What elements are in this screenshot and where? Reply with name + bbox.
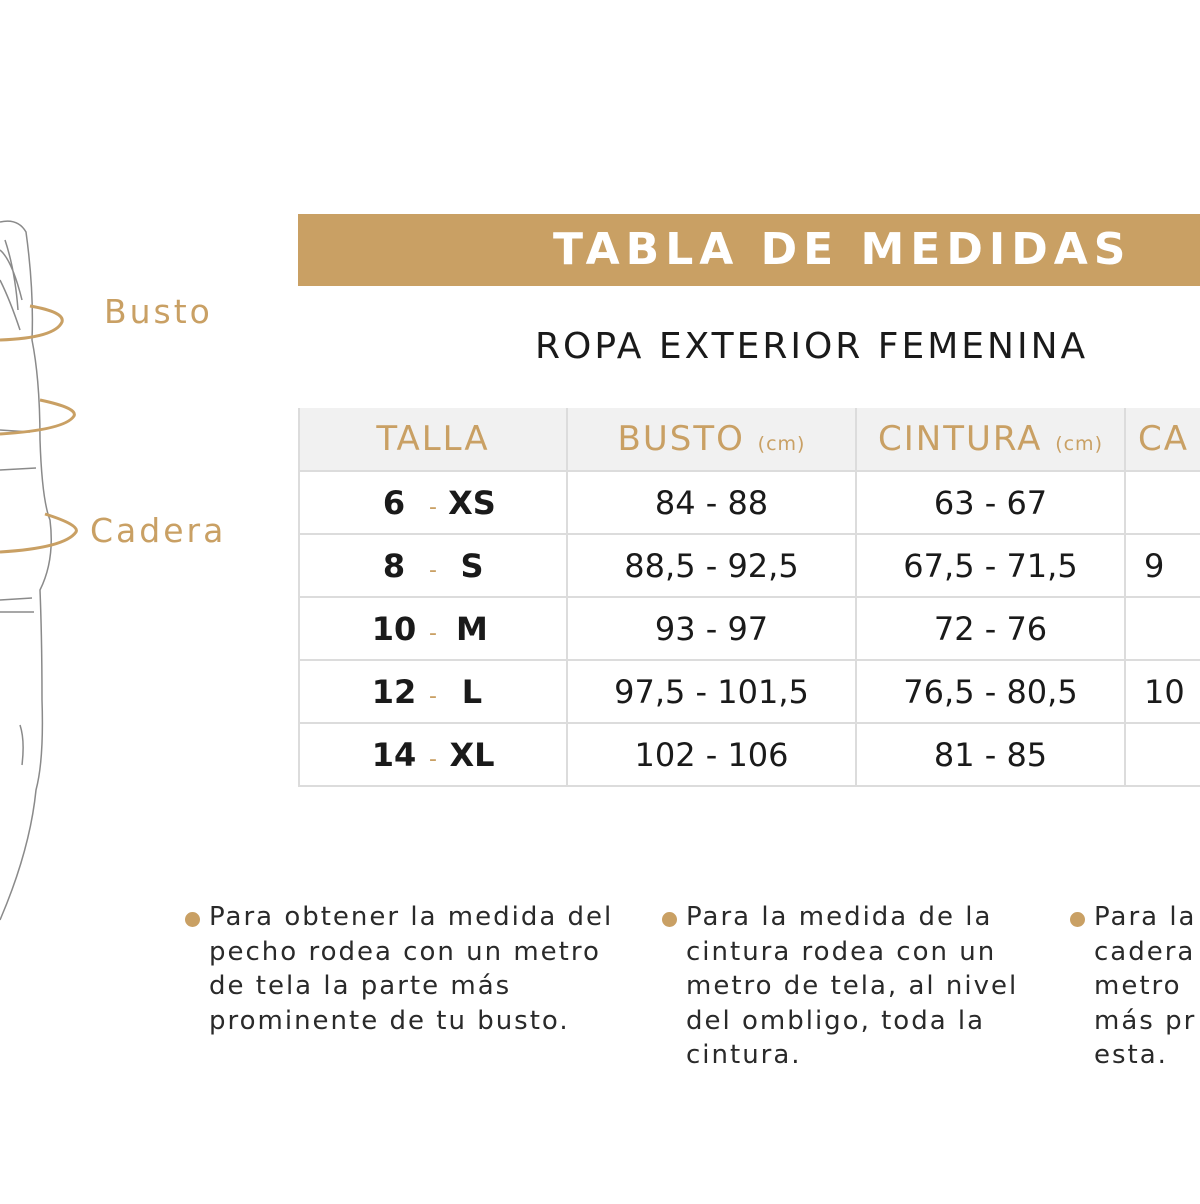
cadera-cell [1124,722,1200,787]
cadera-cell: 9 [1124,533,1200,598]
busto-cell: 88,5 - 92,5 [566,533,857,598]
measurement-note: Para la medida de la cintura rodea con un… [662,900,1018,1073]
talla-cell: 8-S [298,533,568,598]
separator: - [429,557,437,583]
header-cadera: CA [1124,408,1200,472]
size-table: TALLA BUSTO (cm) CINTURA (cm) CA 6- XS 84 … [298,408,1200,787]
cintura-cell: 67,5 - 71,5 [855,533,1126,598]
note-line: metro de tela, al nivel [686,971,1019,1001]
header-unit: (cm) [1055,433,1103,455]
separator: - [429,494,437,520]
busto-cell: 97,5 - 101,5 [566,659,857,724]
note-line: Para la [1094,902,1197,932]
table-row: 6- XS 84 - 88 63 - 67 [298,470,1200,535]
note-line: del ombligo, toda la [686,1005,986,1036]
table-header-row: TALLA BUSTO (cm) CINTURA (cm) CA [298,408,1200,472]
bullet-dot-icon [662,912,677,927]
separator: - [429,683,437,709]
note-line: esta. [1094,1040,1168,1070]
talla-cell: 14- XL [298,722,568,787]
bullet-dot-icon [185,912,200,927]
measurement-note: Para obtener la medida del pecho rodea co… [185,900,613,1038]
busto-cell: 93 - 97 [566,596,857,661]
cadera-cell: 10 [1124,659,1200,724]
header-busto: BUSTO (cm) [566,408,857,472]
note-line: Para obtener la medida del [209,902,614,932]
note-line: cadera [1094,936,1196,967]
size-letter: M [456,609,488,648]
table-row: 10- M 93 - 97 72 - 76 [298,596,1200,661]
header-label: CA [1138,419,1189,459]
note-line: pecho rodea con un metro [209,936,601,967]
table-row: 12- L 97,5 - 101,5 76,5 - 80,5 10 [298,659,1200,724]
header-unit: (cm) [757,433,806,455]
cintura-cell: 81 - 85 [855,722,1126,787]
header-cintura: CINTURA (cm) [855,408,1126,472]
table-row: 8- S 88,5 - 92,5 67,5 - 71,5 9 [298,533,1200,598]
size-letter: L [461,672,483,711]
size-number: 14 [371,735,417,774]
note-line: prominente de tu busto. [209,1005,570,1036]
header-talla: TALLA [298,408,568,472]
size-number: 12 [371,672,417,711]
cintura-cell: 76,5 - 80,5 [855,659,1126,724]
header-label: CINTURA [878,419,1043,459]
note-line: más pr [1094,1005,1197,1036]
size-letter: S [460,546,484,585]
talla-cell: 6- XS [298,470,568,535]
talla-cell: 10- M [298,596,568,661]
busto-cell: 84 - 88 [566,470,857,535]
measurement-note: Para la cadera metro más pr esta. [1070,900,1197,1073]
size-letter: XS [448,483,496,522]
figure-sketch [0,220,78,921]
size-number: 10 [371,609,417,648]
talla-cell: 12- L [298,659,568,724]
header-label: BUSTO [617,419,745,459]
separator: - [429,620,437,646]
note-line: Para la medida de la [686,902,993,932]
cintura-cell: 72 - 76 [855,596,1126,661]
note-line: cintura rodea con un [686,936,997,967]
size-letter: XL [449,735,495,774]
table-row: 14- XL 102 - 106 81 - 85 [298,722,1200,787]
cadera-cell [1124,470,1200,535]
note-line: metro [1094,971,1182,1001]
size-number: 6 [382,483,406,522]
woman-figure-illustration: Busto Cadera [0,0,300,1200]
busto-cell: 102 - 106 [566,722,857,787]
note-line: de tela la parte más [209,971,512,1001]
header-label: TALLA [376,419,490,459]
busto-label: Busto [104,292,213,331]
page-subtitle: ROPA EXTERIOR FEMENINA [535,326,1089,367]
size-number: 8 [382,546,406,585]
bullet-dot-icon [1070,912,1085,927]
cadera-label: Cadera [90,511,227,550]
separator: - [429,746,437,772]
note-line: cintura. [686,1040,802,1070]
cadera-cell [1124,596,1200,661]
page-title: TABLA DE MEDIDAS [553,224,1132,275]
title-banner [298,214,1200,286]
cintura-cell: 63 - 67 [855,470,1126,535]
